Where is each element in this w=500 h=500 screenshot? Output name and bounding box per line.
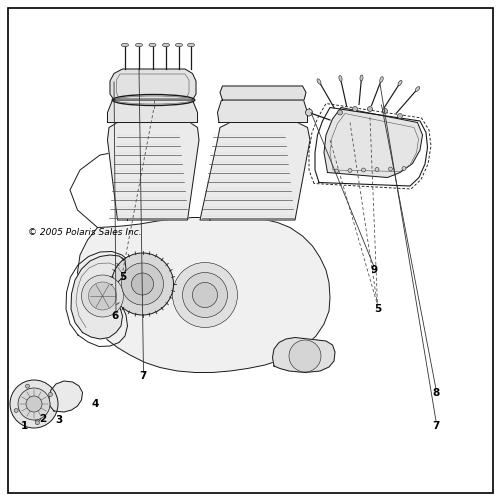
Circle shape xyxy=(26,384,30,388)
Circle shape xyxy=(352,106,358,112)
Text: 7: 7 xyxy=(432,421,440,431)
Circle shape xyxy=(306,109,312,116)
Polygon shape xyxy=(71,255,126,339)
Ellipse shape xyxy=(339,76,342,82)
Circle shape xyxy=(10,380,58,428)
Circle shape xyxy=(368,106,372,112)
Circle shape xyxy=(26,396,42,412)
Circle shape xyxy=(289,340,321,372)
Text: 7: 7 xyxy=(139,371,146,381)
Polygon shape xyxy=(218,100,308,122)
Circle shape xyxy=(112,253,174,315)
Circle shape xyxy=(34,402,40,408)
Text: 5: 5 xyxy=(119,272,126,281)
Polygon shape xyxy=(108,122,199,220)
Text: 6: 6 xyxy=(112,311,118,321)
Circle shape xyxy=(172,262,238,328)
Polygon shape xyxy=(220,86,306,100)
Circle shape xyxy=(362,168,366,172)
Ellipse shape xyxy=(188,44,194,47)
Text: 2: 2 xyxy=(39,414,46,424)
Circle shape xyxy=(402,166,406,170)
Circle shape xyxy=(122,263,164,305)
Polygon shape xyxy=(78,218,330,372)
Ellipse shape xyxy=(360,75,363,81)
Circle shape xyxy=(88,282,117,310)
Polygon shape xyxy=(108,100,198,122)
Polygon shape xyxy=(324,108,422,178)
Circle shape xyxy=(36,420,40,424)
Circle shape xyxy=(132,273,154,295)
Text: 5: 5 xyxy=(374,304,381,314)
Text: 8: 8 xyxy=(432,388,440,398)
Circle shape xyxy=(398,114,402,118)
Polygon shape xyxy=(272,338,335,372)
Ellipse shape xyxy=(162,44,170,47)
Circle shape xyxy=(14,408,18,412)
Text: 3: 3 xyxy=(56,415,62,425)
Text: 9: 9 xyxy=(370,265,378,275)
Text: 1: 1 xyxy=(20,421,28,431)
Circle shape xyxy=(18,388,50,420)
Circle shape xyxy=(382,108,388,114)
Ellipse shape xyxy=(415,86,420,92)
Circle shape xyxy=(334,169,338,173)
Circle shape xyxy=(375,168,379,172)
Circle shape xyxy=(192,282,218,308)
Ellipse shape xyxy=(398,80,402,86)
Text: © 2005 Polaris Sales Inc.: © 2005 Polaris Sales Inc. xyxy=(28,228,141,237)
Ellipse shape xyxy=(317,79,321,84)
Circle shape xyxy=(82,275,124,317)
Circle shape xyxy=(388,167,392,171)
Circle shape xyxy=(338,110,342,115)
Polygon shape xyxy=(200,122,310,220)
Circle shape xyxy=(348,168,352,172)
Ellipse shape xyxy=(149,44,156,47)
Ellipse shape xyxy=(136,44,142,47)
Text: 4: 4 xyxy=(92,399,98,409)
Ellipse shape xyxy=(176,44,182,47)
Circle shape xyxy=(182,272,228,318)
Ellipse shape xyxy=(380,76,384,82)
Ellipse shape xyxy=(122,44,128,47)
Polygon shape xyxy=(49,381,82,412)
Circle shape xyxy=(34,416,40,422)
Circle shape xyxy=(48,392,52,396)
Polygon shape xyxy=(110,69,196,100)
